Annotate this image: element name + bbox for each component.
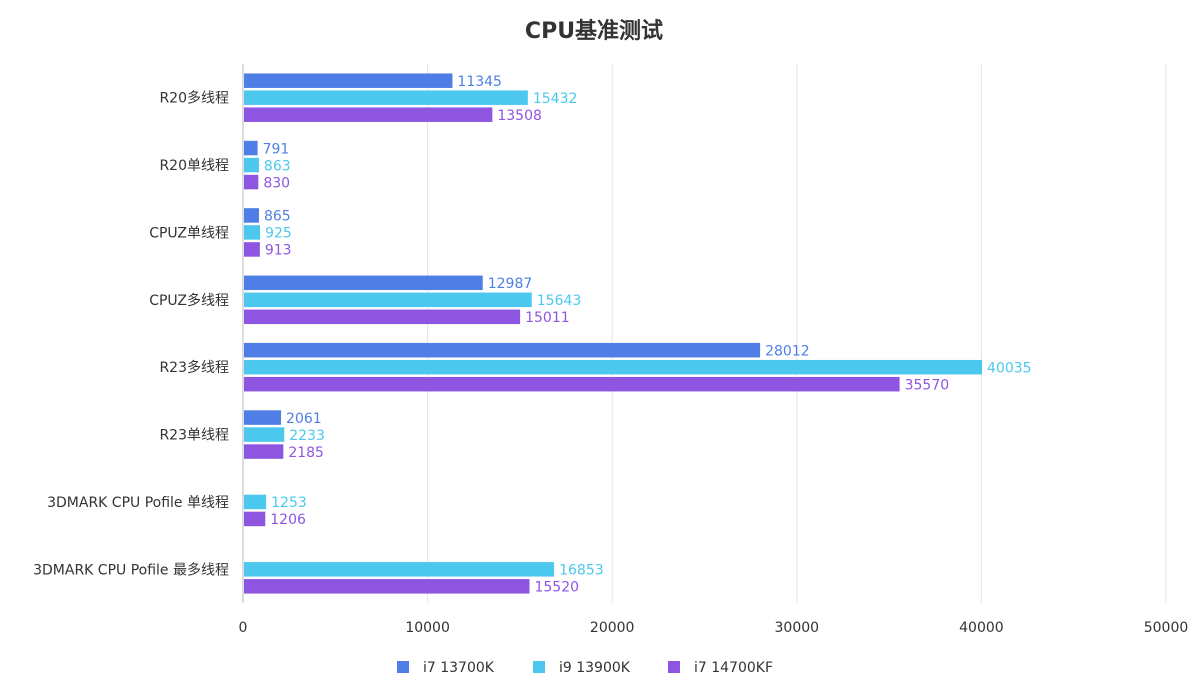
data-label: 1206 [270, 512, 306, 528]
bar [244, 427, 285, 442]
legend-swatch [397, 661, 409, 673]
data-label: 925 [265, 226, 292, 242]
chart-title: CPU基准测试 [525, 19, 663, 44]
category-label: CPUZ多线程 [149, 292, 229, 309]
bar [244, 73, 453, 88]
x-tick-label: 0 [239, 620, 248, 636]
legend-label: i9 13900K [559, 660, 631, 676]
legend-label: i7 13700K [423, 660, 495, 676]
data-label: 2185 [288, 445, 324, 461]
data-label: 863 [264, 158, 291, 174]
category-label: R23单线程 [159, 428, 229, 444]
bar [244, 107, 493, 122]
data-label: 11345 [457, 74, 502, 90]
data-label: 2061 [286, 411, 322, 427]
x-tick-label: 30000 [775, 620, 820, 636]
data-label: 2233 [289, 428, 325, 444]
bar [244, 376, 900, 392]
x-tick-label: 10000 [405, 620, 450, 636]
x-tick-label: 40000 [959, 620, 1004, 636]
data-label: 865 [264, 209, 291, 225]
bar [244, 562, 555, 577]
category-label: 3DMARK CPU Pofile 单线程 [47, 495, 229, 511]
data-label: 1253 [271, 495, 307, 511]
bar [244, 342, 761, 358]
data-label: 16853 [559, 563, 604, 579]
data-label: 15432 [533, 91, 578, 107]
data-label: 15643 [537, 293, 582, 309]
category-label: 3DMARK CPU Pofile 最多线程 [33, 561, 229, 578]
bar [244, 225, 261, 240]
data-label: 15011 [525, 310, 570, 326]
bar [244, 309, 521, 325]
bar [244, 511, 266, 527]
data-label: 12987 [488, 276, 533, 292]
bar [244, 90, 528, 105]
data-label: 15520 [534, 580, 579, 596]
category-label: CPUZ单线程 [149, 225, 229, 241]
bars: 1134515432135087918638308659259131298715… [244, 73, 1032, 596]
bar [244, 494, 267, 510]
bar [244, 359, 983, 375]
x-axis-ticks: 0 10000 20000 30000 40000 50000 [239, 620, 1189, 636]
data-label: 791 [263, 141, 290, 157]
category-label: R20多线程 [159, 90, 229, 107]
data-label: 13508 [497, 108, 542, 124]
legend: i7 13700K i9 13900K i7 14700KF [397, 660, 773, 676]
bar [244, 174, 259, 190]
legend-label: i7 14700KF [694, 660, 773, 676]
x-tick-label: 20000 [590, 620, 635, 636]
x-tick-label: 50000 [1144, 620, 1189, 636]
data-label: 40035 [987, 360, 1032, 376]
bar [244, 579, 530, 594]
data-label: 913 [265, 243, 292, 259]
bar [244, 208, 259, 223]
bar [244, 242, 260, 257]
bar [244, 275, 483, 291]
data-label: 35570 [905, 377, 950, 393]
category-label: R20单线程 [159, 158, 229, 174]
data-label: 28012 [765, 343, 810, 359]
legend-swatch [668, 661, 680, 673]
bar [244, 157, 259, 173]
legend-swatch [533, 661, 545, 673]
bar [244, 292, 532, 308]
bar [244, 140, 258, 156]
gridlines [242, 64, 1167, 603]
data-label: 830 [263, 175, 290, 191]
category-label: R23多线程 [159, 359, 229, 376]
bar [244, 410, 282, 425]
bar [244, 444, 284, 459]
category-labels: R20多线程 R20单线程 CPUZ单线程 CPUZ多线程 R23多线程 R23单线程 3D… [33, 90, 229, 579]
